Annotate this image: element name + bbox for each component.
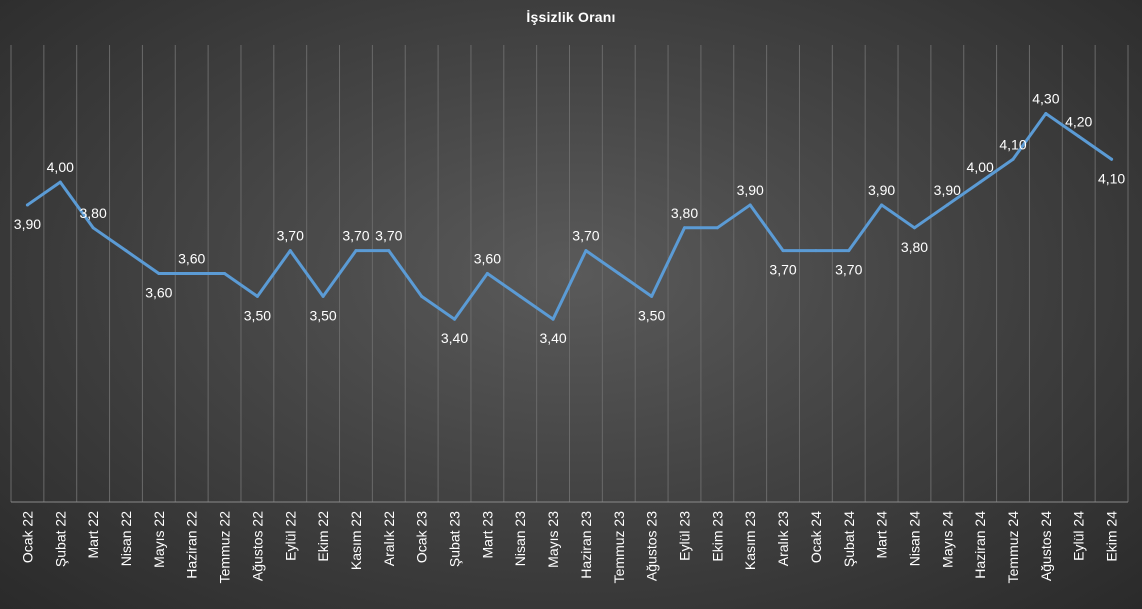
x-tick-label: Mayıs 24 bbox=[939, 511, 955, 568]
x-tick-label: Ekim 23 bbox=[709, 511, 725, 562]
data-point bbox=[978, 180, 982, 184]
data-label: 3,70 bbox=[572, 228, 599, 244]
series-line bbox=[25, 112, 1114, 321]
x-tick-label: Haziran 23 bbox=[578, 511, 594, 579]
data-point bbox=[91, 226, 95, 230]
x-tick-label: Şubat 23 bbox=[447, 511, 463, 567]
data-point bbox=[912, 226, 916, 230]
x-tick-label: Mayıs 22 bbox=[151, 511, 167, 568]
data-point bbox=[584, 249, 588, 253]
data-point bbox=[124, 249, 128, 253]
x-tick-label: Mart 23 bbox=[479, 511, 495, 559]
data-point bbox=[715, 226, 719, 230]
data-point bbox=[223, 272, 227, 275]
x-tick-label: Eylül 22 bbox=[282, 511, 298, 561]
data-label: 4,00 bbox=[47, 159, 74, 175]
x-tick-label: Ağustos 23 bbox=[644, 511, 660, 581]
x-tick-label: Nisan 22 bbox=[118, 511, 134, 566]
x-tick-label: Şubat 24 bbox=[841, 511, 857, 567]
data-point bbox=[1011, 157, 1015, 161]
data-label: 4,10 bbox=[999, 136, 1026, 152]
data-point bbox=[682, 226, 686, 230]
data-label: 3,50 bbox=[638, 307, 665, 323]
data-point bbox=[354, 249, 358, 253]
data-label: 3,70 bbox=[375, 228, 402, 244]
data-label: 3,40 bbox=[441, 330, 468, 346]
data-point bbox=[485, 272, 489, 275]
x-tick-label: Kasım 23 bbox=[742, 511, 758, 570]
x-tick-label: Ocak 24 bbox=[808, 511, 824, 563]
data-point bbox=[945, 203, 949, 207]
data-label: 3,40 bbox=[539, 330, 566, 346]
data-label: 3,80 bbox=[671, 205, 698, 221]
x-tick-label: Ağustos 24 bbox=[1038, 511, 1054, 581]
x-tick-label: Aralık 23 bbox=[775, 511, 791, 566]
data-point bbox=[650, 294, 654, 298]
x-tick-label: Ekim 22 bbox=[315, 511, 331, 562]
data-point bbox=[551, 317, 555, 321]
x-tick-label: Ekim 24 bbox=[1104, 511, 1120, 562]
data-label: 3,50 bbox=[244, 307, 271, 323]
data-point bbox=[321, 294, 325, 298]
data-label: 3,90 bbox=[737, 182, 764, 198]
data-point bbox=[190, 272, 194, 275]
x-tick-label: Haziran 24 bbox=[972, 511, 988, 579]
data-label: 3,70 bbox=[277, 228, 304, 244]
data-point bbox=[880, 203, 884, 207]
data-point bbox=[157, 272, 161, 275]
data-point bbox=[847, 249, 851, 253]
x-tick-label: Mayıs 23 bbox=[545, 511, 561, 568]
x-tick-label: Aralık 22 bbox=[381, 511, 397, 566]
x-tick-label: Nisan 24 bbox=[906, 511, 922, 566]
data-point bbox=[1077, 134, 1081, 138]
data-point bbox=[1110, 157, 1114, 161]
data-point bbox=[58, 180, 62, 184]
x-tick-label: Eylül 24 bbox=[1071, 511, 1087, 561]
data-label: 3,90 bbox=[868, 182, 895, 198]
data-point bbox=[453, 317, 457, 321]
data-point bbox=[255, 294, 259, 298]
data-point bbox=[518, 294, 522, 298]
data-label: 3,60 bbox=[474, 251, 501, 267]
x-tick-label: Temmuz 22 bbox=[217, 511, 233, 584]
x-tick-label: Ocak 22 bbox=[19, 511, 35, 563]
data-label: 3,60 bbox=[178, 251, 205, 267]
data-point bbox=[420, 294, 424, 298]
data-point bbox=[387, 249, 391, 253]
data-label: 4,10 bbox=[1098, 170, 1125, 186]
data-label: 3,80 bbox=[80, 205, 107, 221]
x-tick-label: Nisan 23 bbox=[512, 511, 528, 566]
x-tick-label: Şubat 22 bbox=[52, 511, 68, 567]
data-label: 3,70 bbox=[342, 228, 369, 244]
data-label: 3,90 bbox=[934, 182, 961, 198]
x-tick-label: Ocak 23 bbox=[414, 511, 430, 563]
data-point bbox=[25, 203, 29, 207]
data-point bbox=[288, 249, 292, 253]
data-point bbox=[814, 249, 818, 253]
data-label: 4,30 bbox=[1032, 91, 1059, 107]
data-label: 3,90 bbox=[14, 216, 41, 232]
x-tick-label: Temmuz 24 bbox=[1005, 511, 1021, 584]
chart-title: İşsizlik Oranı bbox=[526, 9, 616, 25]
data-label: 3,50 bbox=[309, 307, 336, 323]
x-tick-label: Haziran 22 bbox=[184, 511, 200, 579]
x-tick-label: Ağustos 22 bbox=[249, 511, 265, 581]
data-label: 3,60 bbox=[145, 285, 172, 301]
data-point bbox=[781, 249, 785, 253]
x-tick-label: Temmuz 23 bbox=[611, 511, 627, 584]
data-point bbox=[748, 203, 752, 207]
data-label: 4,00 bbox=[967, 159, 994, 175]
x-tick-label: Mart 22 bbox=[85, 511, 101, 559]
x-tick-label: Eylül 23 bbox=[676, 511, 692, 561]
data-label: 3,80 bbox=[901, 239, 928, 255]
data-label: 3,70 bbox=[835, 262, 862, 278]
data-label: 3,70 bbox=[769, 262, 796, 278]
data-point bbox=[1044, 112, 1048, 116]
x-tick-label: Mart 24 bbox=[874, 511, 890, 559]
data-point bbox=[617, 272, 621, 275]
data-label: 4,20 bbox=[1065, 113, 1092, 129]
x-tick-label: Kasım 22 bbox=[348, 511, 364, 570]
